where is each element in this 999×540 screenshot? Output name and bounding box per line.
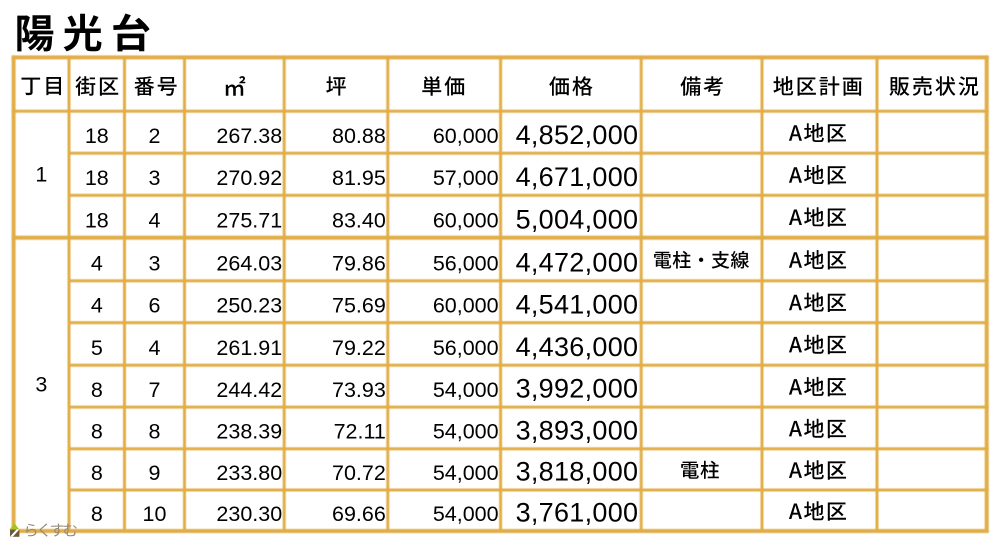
svg-text:244.42: 244.42 [216, 378, 282, 402]
svg-text:4,541,000: 4,541,000 [516, 289, 639, 319]
svg-text:73.93: 73.93 [332, 378, 386, 402]
svg-text:238.39: 238.39 [216, 420, 282, 444]
svg-text:79.86: 79.86 [332, 252, 386, 276]
svg-text:10: 10 [143, 502, 167, 526]
svg-text:83.40: 83.40 [332, 209, 386, 233]
svg-text:3: 3 [149, 252, 161, 276]
svg-text:69.66: 69.66 [332, 502, 386, 526]
svg-text:60,000: 60,000 [433, 294, 499, 318]
svg-text:81.95: 81.95 [332, 166, 386, 190]
svg-text:264.03: 264.03 [216, 252, 282, 276]
svg-text:5: 5 [91, 336, 103, 360]
svg-text:5,004,000: 5,004,000 [516, 204, 639, 234]
svg-text:275.71: 275.71 [216, 209, 282, 233]
svg-text:54,000: 54,000 [433, 461, 499, 485]
svg-text:18: 18 [85, 166, 109, 190]
svg-text:75.69: 75.69 [332, 294, 386, 318]
svg-text:250.23: 250.23 [216, 294, 282, 318]
svg-text:8: 8 [91, 502, 103, 526]
svg-text:230.30: 230.30 [216, 502, 282, 526]
svg-text:4: 4 [149, 209, 161, 233]
svg-text:4: 4 [149, 336, 161, 360]
svg-text:4,472,000: 4,472,000 [516, 247, 639, 277]
svg-text:267.38: 267.38 [216, 124, 282, 148]
svg-text:56,000: 56,000 [433, 336, 499, 360]
svg-text:4: 4 [91, 252, 103, 276]
svg-text:3,992,000: 3,992,000 [516, 374, 639, 404]
svg-text:233.80: 233.80 [216, 461, 282, 485]
svg-text:2: 2 [149, 124, 161, 148]
svg-text:60,000: 60,000 [433, 124, 499, 148]
svg-text:3,818,000: 3,818,000 [516, 457, 639, 487]
svg-text:8: 8 [91, 461, 103, 485]
svg-text:3,893,000: 3,893,000 [516, 415, 639, 445]
svg-text:8: 8 [149, 420, 161, 444]
svg-text:8: 8 [91, 420, 103, 444]
svg-text:54,000: 54,000 [433, 502, 499, 526]
svg-text:70.72: 70.72 [332, 461, 386, 485]
svg-text:3: 3 [35, 373, 47, 397]
svg-text:4,852,000: 4,852,000 [516, 120, 639, 150]
svg-text:18: 18 [85, 124, 109, 148]
svg-text:4,436,000: 4,436,000 [516, 332, 639, 362]
svg-text:1: 1 [35, 163, 47, 187]
svg-text:8: 8 [91, 378, 103, 402]
svg-text:270.92: 270.92 [216, 166, 282, 190]
svg-text:3,761,000: 3,761,000 [516, 498, 639, 528]
svg-text:3: 3 [149, 166, 161, 190]
svg-text:56,000: 56,000 [433, 252, 499, 276]
svg-text:9: 9 [149, 461, 161, 485]
svg-text:57,000: 57,000 [433, 166, 499, 190]
svg-text:54,000: 54,000 [433, 378, 499, 402]
svg-text:7: 7 [149, 378, 161, 402]
svg-text:4,671,000: 4,671,000 [516, 162, 639, 192]
svg-text:80.88: 80.88 [332, 124, 386, 148]
svg-text:4: 4 [91, 294, 103, 318]
svg-text:60,000: 60,000 [433, 209, 499, 233]
svg-text:54,000: 54,000 [433, 420, 499, 444]
svg-text:261.91: 261.91 [216, 336, 282, 360]
svg-text:72.11: 72.11 [334, 420, 386, 444]
svg-text:79.22: 79.22 [332, 336, 386, 360]
svg-text:6: 6 [149, 294, 161, 318]
svg-text:18: 18 [85, 209, 109, 233]
